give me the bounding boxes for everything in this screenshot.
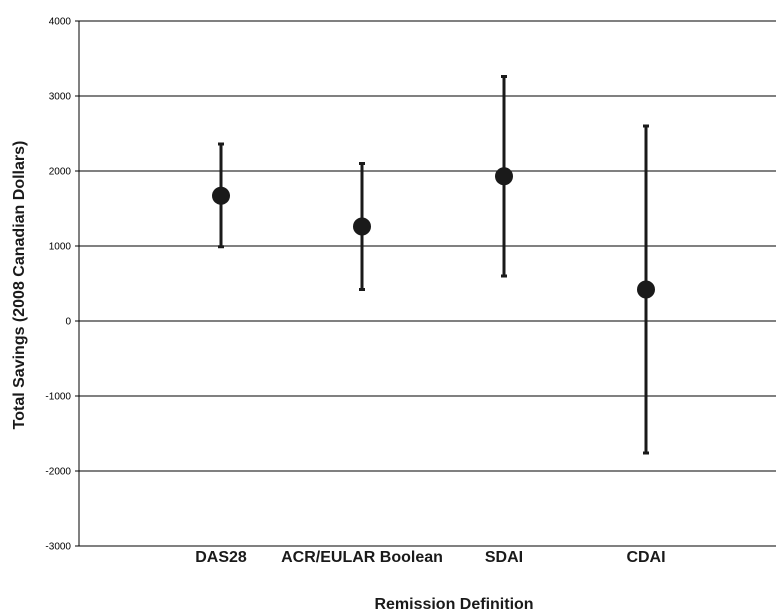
- y-tick-label: 1000: [49, 242, 72, 253]
- y-tick-label: -2000: [45, 467, 71, 478]
- y-tick-labels: 4000 3000 2000 1000 0 -1000 -2000 -3000: [45, 17, 71, 553]
- data-point: [495, 167, 513, 186]
- category-label: SDAI: [485, 549, 523, 566]
- y-tick-label: 2000: [49, 167, 72, 178]
- y-tick-label: 3000: [49, 92, 72, 103]
- gridlines: [75, 20, 776, 547]
- y-tick-label: 0: [65, 317, 71, 328]
- y-tick-label: -1000: [45, 392, 71, 403]
- y-axis-label: Total Savings (2008 Canadian Dollars): [11, 141, 28, 430]
- data-marks: [212, 75, 655, 455]
- category-label: ACR/EULAR Boolean: [281, 549, 443, 566]
- data-point: [637, 280, 655, 299]
- category-label: CDAI: [626, 549, 665, 566]
- category-labels: DAS28 ACR/EULAR Boolean SDAI CDAI: [195, 549, 665, 566]
- data-point: [353, 217, 371, 236]
- y-tick-label: -3000: [45, 542, 71, 553]
- data-point: [212, 186, 230, 205]
- x-axis-label: Remission Definition: [374, 596, 533, 613]
- category-label: DAS28: [195, 549, 247, 566]
- y-tick-label: 4000: [49, 17, 72, 28]
